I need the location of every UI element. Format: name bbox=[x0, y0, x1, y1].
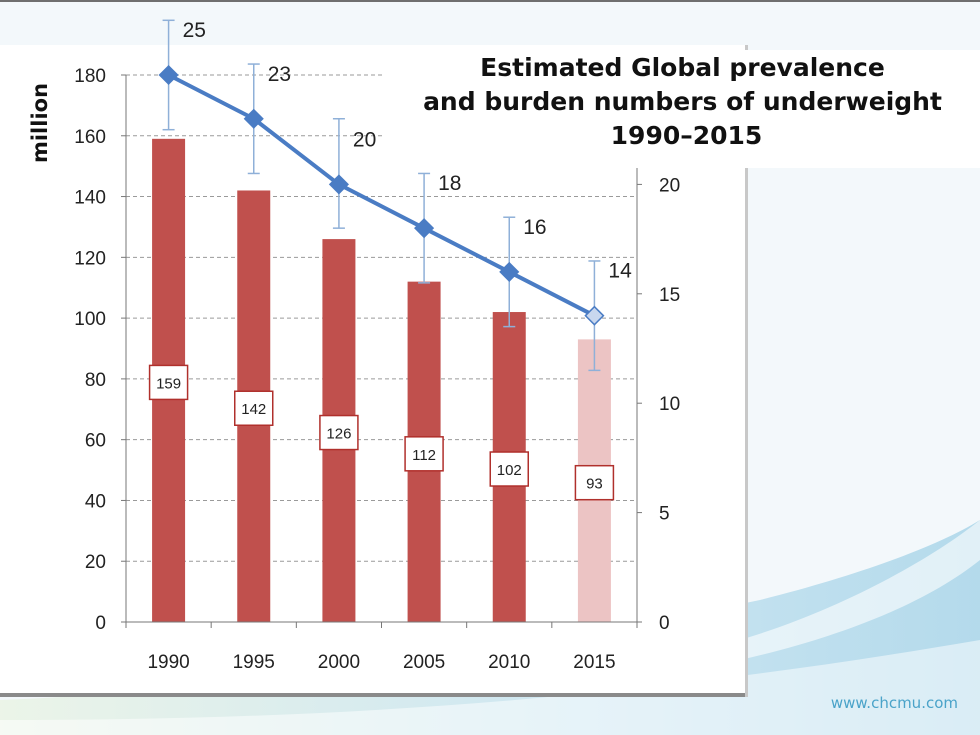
line-marker bbox=[243, 108, 264, 129]
line-marker bbox=[414, 218, 435, 239]
y-tick-label: 120 bbox=[74, 248, 106, 269]
line-series bbox=[158, 64, 605, 326]
panel-shadow-bottom bbox=[0, 693, 748, 697]
panel-shadow-right bbox=[745, 45, 748, 697]
y2-tick-label: 20 bbox=[659, 175, 680, 196]
y-tick-label: 20 bbox=[85, 552, 106, 573]
y2-tick-label: 5 bbox=[659, 504, 670, 525]
line-value-label: 16 bbox=[523, 216, 546, 239]
y-tick-label: 160 bbox=[74, 127, 106, 148]
bar-value-label: 93 bbox=[586, 476, 603, 493]
y-tick-label: 100 bbox=[74, 309, 106, 330]
x-tick-label: 1995 bbox=[233, 652, 275, 673]
slide-top-border bbox=[0, 0, 980, 2]
y-tick-label: 80 bbox=[85, 370, 106, 391]
line-value-label: 18 bbox=[438, 172, 461, 195]
y-tick-label: 180 bbox=[74, 66, 106, 87]
trend-line bbox=[167, 73, 596, 318]
y-axis-label: million bbox=[28, 83, 52, 163]
y-tick-label: 140 bbox=[74, 188, 106, 209]
bar-value-box bbox=[319, 414, 359, 451]
bar-value-label: 159 bbox=[156, 375, 181, 392]
data-labels: 159 142 126 112 102 93 25 23 20 18 16 14 bbox=[148, 19, 632, 501]
y-tick-label: 60 bbox=[85, 431, 106, 452]
chart-title-line-3: 1990–2015 bbox=[610, 121, 763, 150]
axes: 0204060801001201401601800510152025199019… bbox=[74, 66, 680, 673]
bar-value-label: 102 bbox=[497, 462, 522, 479]
chart-title: Estimated Global prevalence and burden n… bbox=[385, 50, 980, 168]
y2-tick-label: 0 bbox=[659, 613, 670, 634]
line-marker bbox=[499, 261, 520, 282]
x-tick-label: 2005 bbox=[403, 652, 445, 673]
x-tick-label: 2015 bbox=[573, 652, 615, 673]
bar-value-box bbox=[489, 451, 529, 487]
line-marker bbox=[328, 174, 349, 195]
line-value-label: 25 bbox=[183, 19, 206, 42]
bar-value-box bbox=[234, 390, 274, 426]
line-marker bbox=[158, 64, 179, 86]
y-tick-label: 40 bbox=[85, 491, 106, 512]
x-tick-label: 2000 bbox=[318, 652, 360, 673]
y2-tick-label: 15 bbox=[659, 285, 680, 306]
watermark: www.chcmu.com bbox=[830, 694, 958, 712]
bar-value-box bbox=[404, 436, 444, 472]
chart-title-line-1: Estimated Global prevalence bbox=[480, 53, 885, 82]
bar-value-label: 126 bbox=[326, 426, 351, 443]
bar-value-label: 142 bbox=[241, 401, 266, 418]
bar-value-label: 112 bbox=[412, 447, 436, 464]
line-value-label: 23 bbox=[268, 63, 291, 86]
gridlines bbox=[126, 74, 637, 562]
line-value-label: 14 bbox=[608, 260, 632, 283]
chart-title-line-2: and burden numbers of underweight bbox=[423, 87, 942, 116]
x-tick-label: 1990 bbox=[147, 652, 189, 673]
y-tick-label: 0 bbox=[95, 613, 106, 634]
y2-tick-label: 10 bbox=[659, 394, 680, 415]
line-value-label: 20 bbox=[353, 128, 376, 151]
x-tick-label: 2010 bbox=[488, 652, 530, 673]
line-marker bbox=[584, 305, 605, 326]
bar-value-box bbox=[574, 464, 615, 501]
bar-value-box bbox=[148, 364, 189, 401]
